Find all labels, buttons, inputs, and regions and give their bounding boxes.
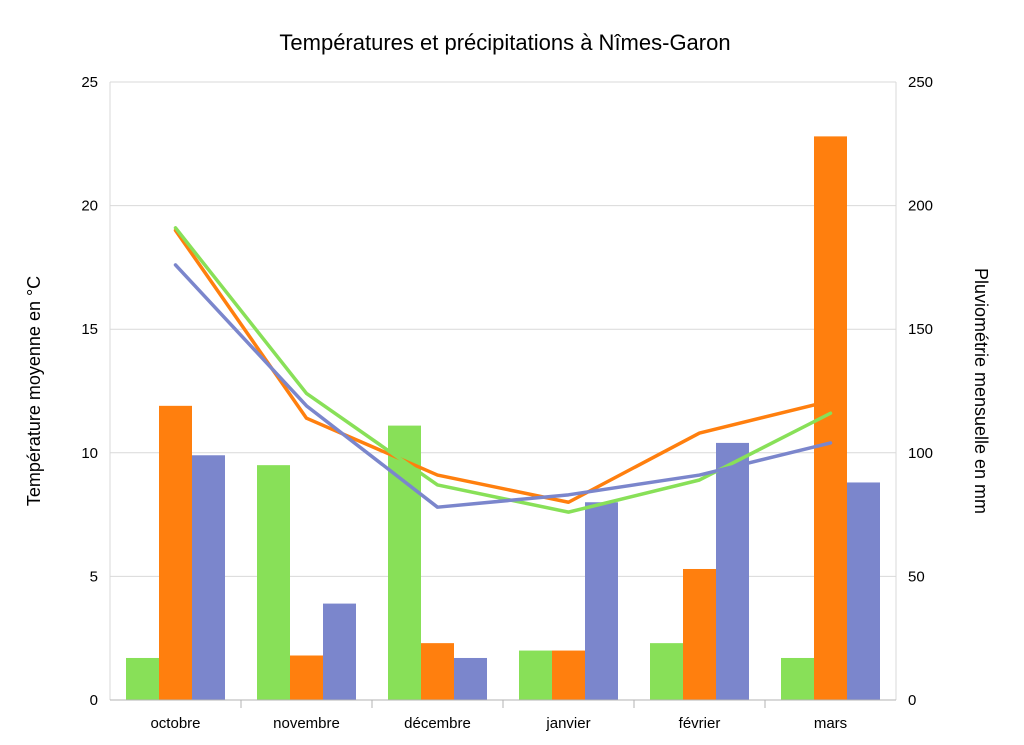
x-tick-label: janvier [545, 715, 590, 732]
y-left-tick-label: 20 [81, 198, 98, 215]
bar [192, 455, 225, 700]
bar [781, 657, 814, 700]
y-left-tick-label: 15 [81, 321, 98, 338]
y-right-tick-label: 50 [908, 568, 925, 585]
bar [552, 650, 585, 700]
bar [847, 482, 880, 700]
bar [519, 650, 552, 700]
chart-title: Températures et précipitations à Nîmes-G… [279, 30, 730, 55]
gridlines [110, 81, 896, 701]
y-right-tick-label: 150 [908, 321, 933, 338]
bars [126, 136, 880, 700]
bar [323, 603, 356, 700]
x-tick-label: février [679, 715, 721, 732]
y-left-tick-label: 5 [90, 568, 98, 585]
y-left-tick-label: 0 [90, 692, 98, 709]
series-line [173, 228, 833, 504]
bar [716, 442, 749, 700]
x-tick-label: novembre [273, 715, 340, 732]
x-tick-label: décembre [404, 715, 471, 732]
y-axis-right-label: Pluviométrie mensuelle en mm [971, 268, 991, 514]
y-right-tick-label: 100 [908, 445, 933, 462]
y-right-tick-label: 0 [908, 692, 916, 709]
y-left-tick-label: 10 [81, 445, 98, 462]
x-tick-label: octobre [150, 715, 200, 732]
bar [650, 643, 683, 700]
bar [126, 657, 159, 700]
bar [290, 655, 323, 700]
y-left-tick-label: 25 [81, 74, 98, 91]
bar [585, 502, 618, 700]
y-right-tick-label: 250 [908, 74, 933, 91]
x-tick-label: mars [814, 715, 847, 732]
series-line [173, 263, 833, 509]
bar [683, 568, 716, 700]
y-axis-left-label: Température moyenne en °C [24, 276, 44, 506]
lines [173, 226, 833, 514]
y-right-tick-label: 200 [908, 198, 933, 215]
bar [257, 465, 290, 700]
bar [454, 657, 487, 700]
bar [159, 405, 192, 700]
bar [421, 643, 454, 700]
